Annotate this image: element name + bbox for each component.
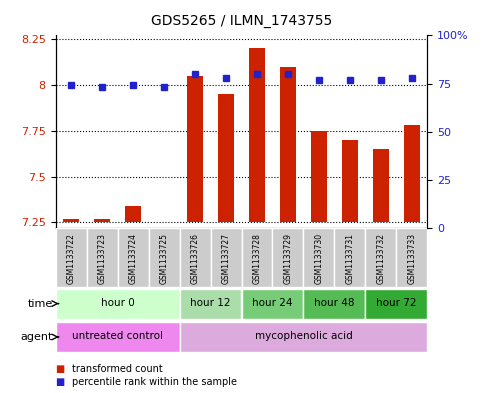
Bar bbox=[311, 131, 327, 222]
Bar bbox=[397, 228, 427, 287]
Text: GSM1133727: GSM1133727 bbox=[222, 233, 230, 284]
Bar bbox=[218, 94, 234, 222]
Text: GSM1133728: GSM1133728 bbox=[253, 233, 261, 283]
Text: GSM1133726: GSM1133726 bbox=[190, 233, 199, 284]
Bar bbox=[56, 228, 86, 287]
Text: hour 72: hour 72 bbox=[376, 298, 417, 308]
Text: ■: ■ bbox=[56, 377, 65, 387]
Text: GDS5265 / ILMN_1743755: GDS5265 / ILMN_1743755 bbox=[151, 14, 332, 28]
Text: time: time bbox=[28, 299, 53, 309]
Text: GSM1133731: GSM1133731 bbox=[345, 233, 355, 284]
Bar bbox=[180, 322, 427, 352]
Text: hour 0: hour 0 bbox=[100, 298, 134, 308]
Bar bbox=[117, 228, 149, 287]
Text: untreated control: untreated control bbox=[72, 331, 163, 342]
Bar bbox=[334, 228, 366, 287]
Bar bbox=[242, 288, 303, 319]
Bar bbox=[366, 228, 397, 287]
Text: hour 24: hour 24 bbox=[252, 298, 293, 308]
Text: GSM1133730: GSM1133730 bbox=[314, 233, 324, 284]
Bar bbox=[149, 228, 180, 287]
Bar bbox=[187, 76, 203, 222]
Bar bbox=[366, 288, 427, 319]
Bar bbox=[404, 125, 420, 222]
Text: percentile rank within the sample: percentile rank within the sample bbox=[72, 377, 238, 387]
Bar bbox=[249, 48, 265, 222]
Text: GSM1133729: GSM1133729 bbox=[284, 233, 293, 284]
Bar bbox=[211, 228, 242, 287]
Text: hour 12: hour 12 bbox=[190, 298, 231, 308]
Text: GSM1133732: GSM1133732 bbox=[376, 233, 385, 284]
Text: transformed count: transformed count bbox=[72, 364, 163, 374]
Text: GSM1133725: GSM1133725 bbox=[159, 233, 169, 284]
Text: hour 48: hour 48 bbox=[314, 298, 355, 308]
Bar bbox=[180, 228, 211, 287]
Bar bbox=[86, 228, 117, 287]
Text: ■: ■ bbox=[56, 364, 65, 374]
Bar bbox=[280, 66, 296, 222]
Bar bbox=[373, 149, 389, 222]
Bar bbox=[180, 288, 242, 319]
Bar bbox=[242, 228, 272, 287]
Bar bbox=[303, 288, 366, 319]
Bar bbox=[303, 228, 334, 287]
Text: agent: agent bbox=[21, 332, 53, 342]
Bar bbox=[63, 219, 79, 222]
Text: mycophenolic acid: mycophenolic acid bbox=[255, 331, 353, 342]
Bar bbox=[56, 288, 180, 319]
Bar bbox=[125, 206, 141, 222]
Text: GSM1133733: GSM1133733 bbox=[408, 233, 416, 284]
Text: GSM1133724: GSM1133724 bbox=[128, 233, 138, 284]
Bar bbox=[272, 228, 303, 287]
Text: GSM1133722: GSM1133722 bbox=[67, 233, 75, 283]
Bar bbox=[94, 219, 110, 222]
Bar bbox=[56, 322, 180, 352]
Bar bbox=[342, 140, 358, 222]
Text: GSM1133723: GSM1133723 bbox=[98, 233, 107, 284]
